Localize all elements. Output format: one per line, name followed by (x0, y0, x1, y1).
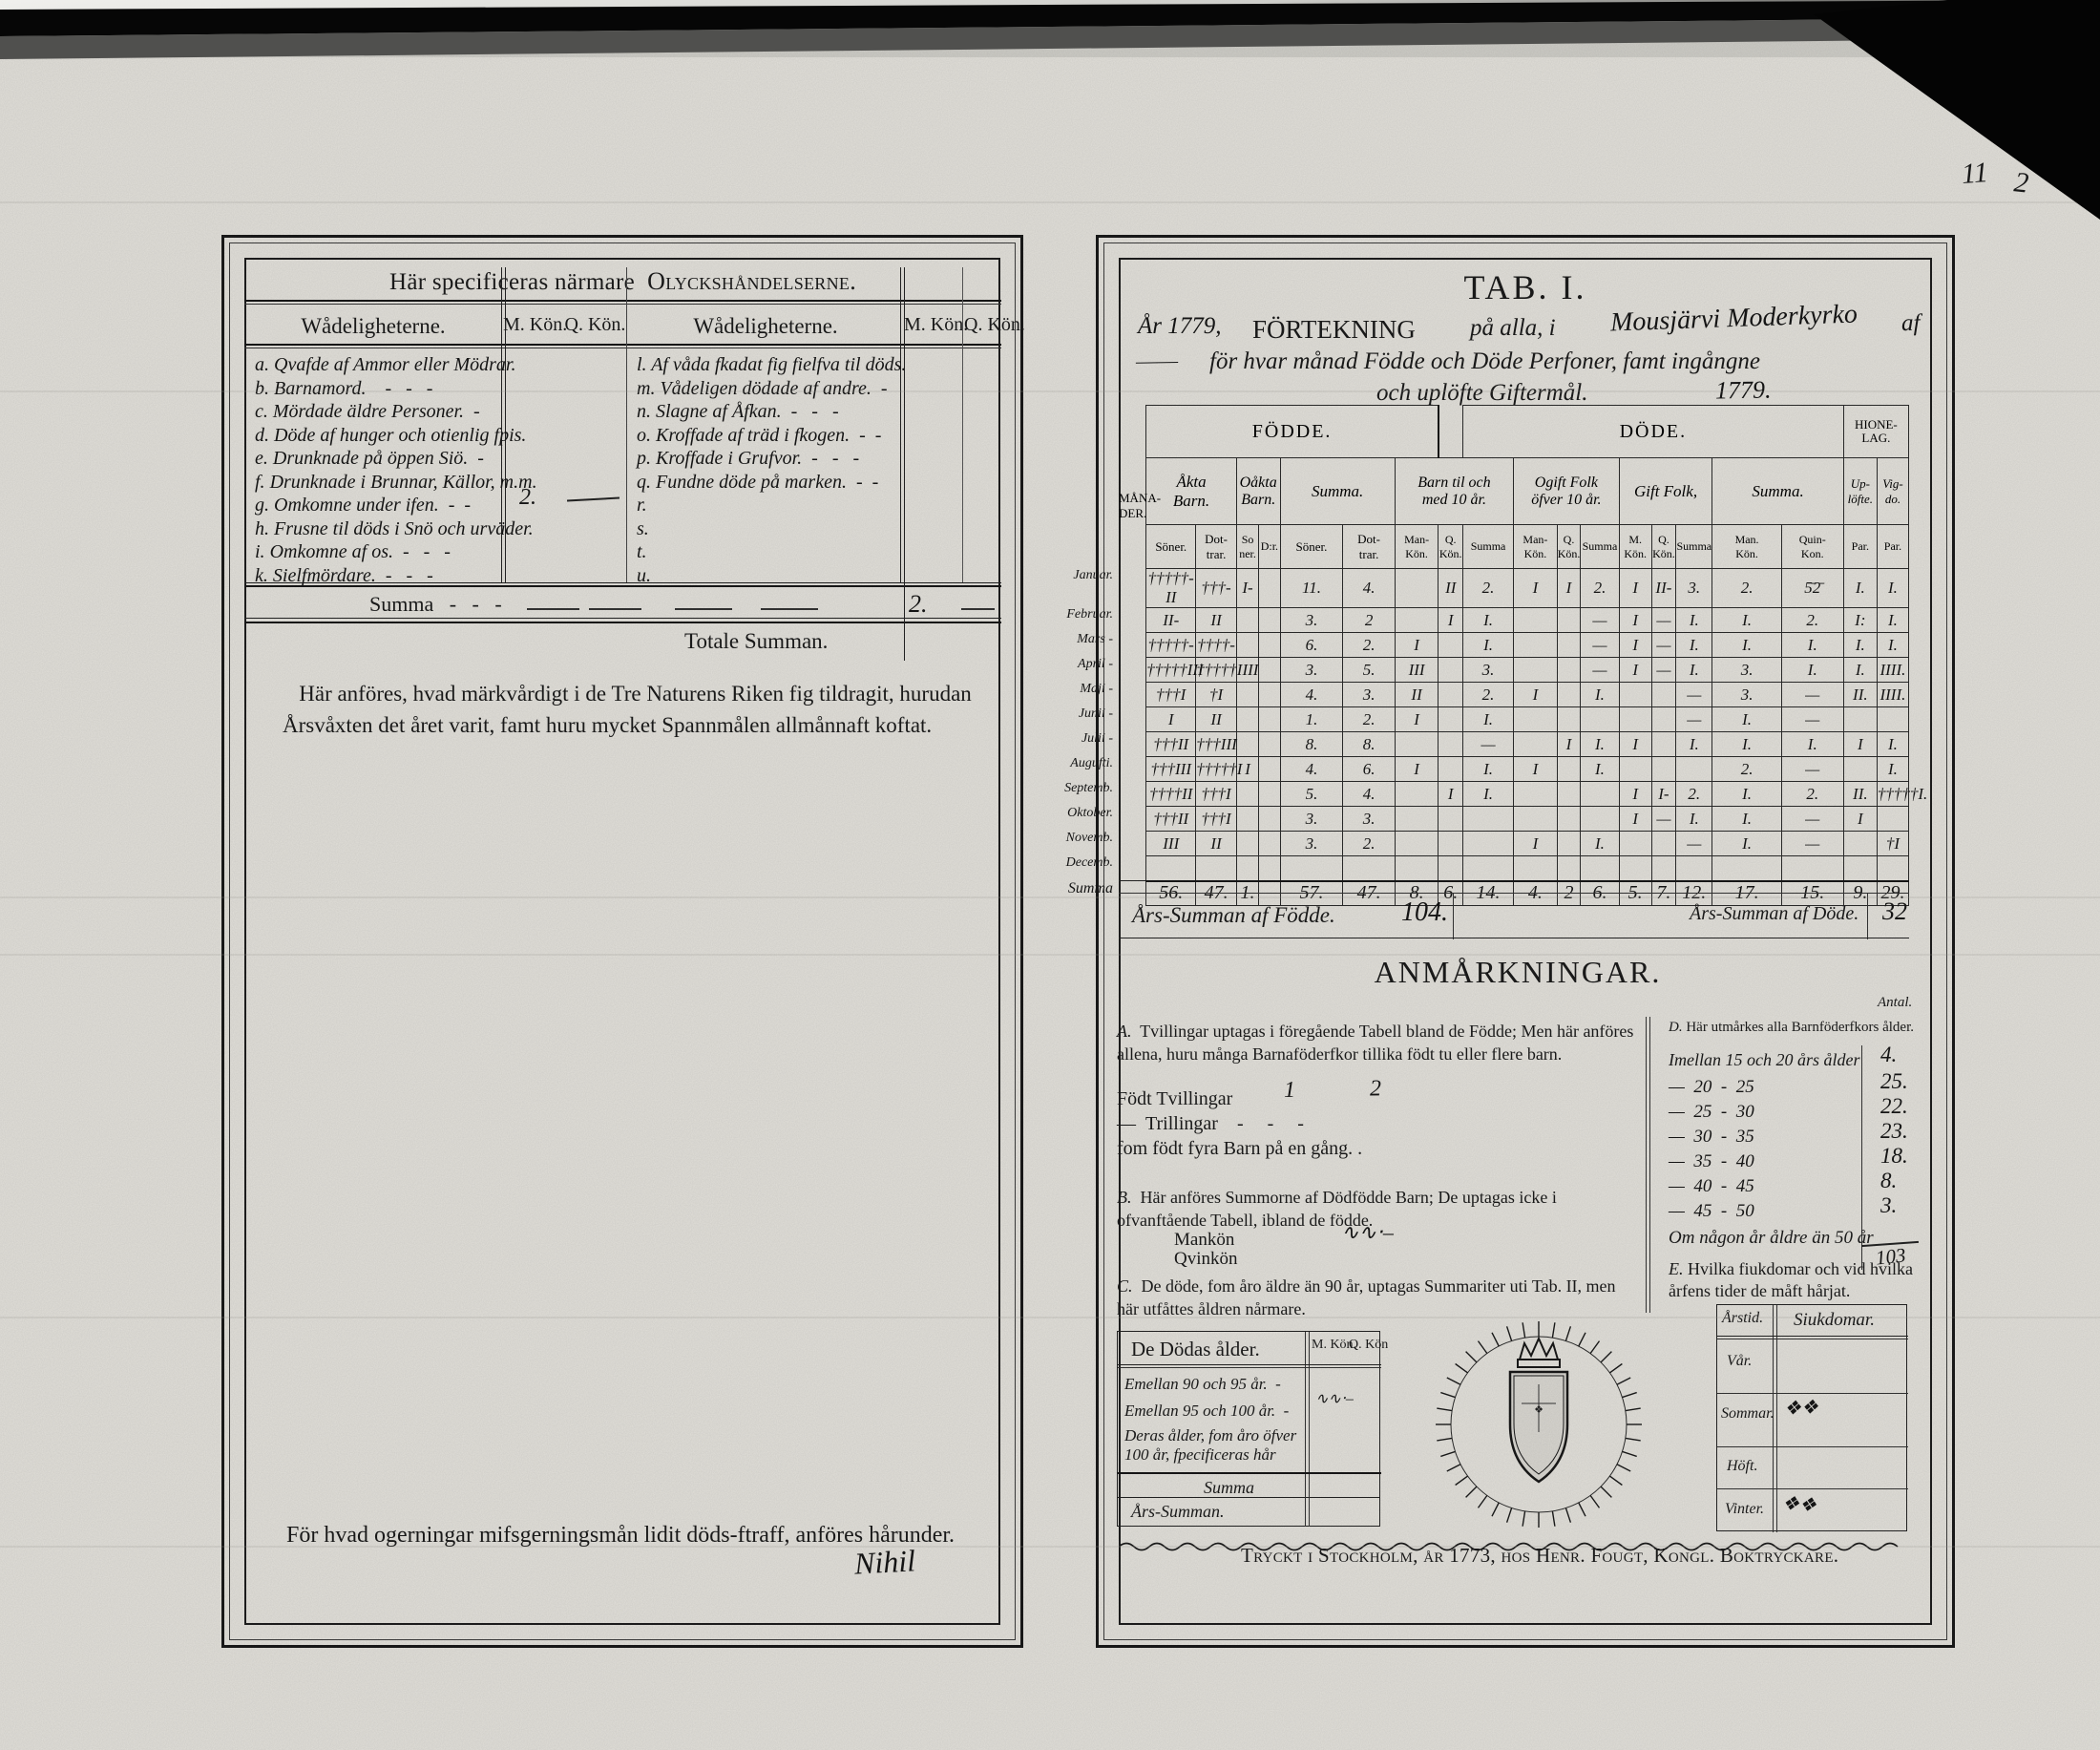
svg-text:❖: ❖ (1534, 1404, 1544, 1416)
